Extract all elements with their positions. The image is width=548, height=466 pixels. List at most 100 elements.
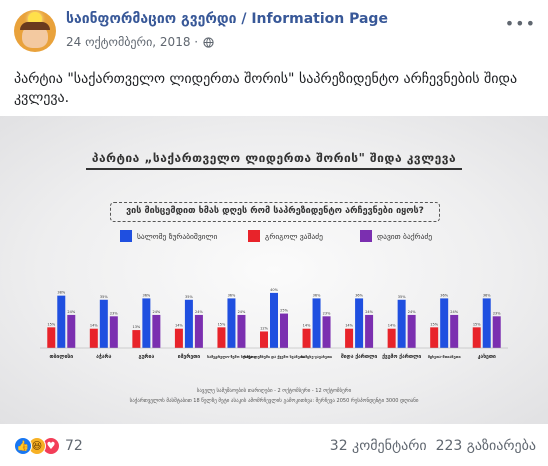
legend-item-vashadze: გრიგოლ ვაშაძე xyxy=(248,230,323,242)
bar-value-label: 15% xyxy=(430,322,438,326)
bar xyxy=(322,316,331,348)
chart-legend: სალომე ზურაბიშვილი გრიგოლ ვაშაძე დავით ბ… xyxy=(0,230,548,246)
like-icon: 👍 xyxy=(14,437,32,455)
bar-value-label: 23% xyxy=(110,311,118,315)
bar-value-label: 25% xyxy=(280,309,288,313)
legend-label: გრიგოლ ვაშაძე xyxy=(265,231,323,241)
bar-value-label: 24% xyxy=(238,310,246,314)
reaction-count: 72 xyxy=(65,438,83,454)
legend-swatch xyxy=(120,230,132,242)
bar-value-label: 36% xyxy=(440,293,448,297)
post-text: პარტია "საქართველო ლიდერთა შორის" საპრეზ… xyxy=(14,71,518,106)
bar xyxy=(492,316,501,348)
bar xyxy=(365,314,374,348)
bar-value-label: 15% xyxy=(473,322,481,326)
bar-value-label: 24% xyxy=(408,310,416,314)
bar-value-label: 24% xyxy=(152,310,160,314)
bar-value-label: 24% xyxy=(67,310,75,314)
bar xyxy=(174,328,183,348)
bar xyxy=(302,328,311,348)
globe-icon[interactable] xyxy=(203,36,214,48)
post-date[interactable]: 24 ოქტომბერი, 2018 · xyxy=(66,35,199,49)
avatar-hair xyxy=(20,22,50,30)
bar-value-label: 14% xyxy=(388,324,396,328)
bar-value-label: 23% xyxy=(493,311,501,315)
bar xyxy=(67,314,76,348)
bar-value-label: 36% xyxy=(483,293,491,297)
bar-value-label: 15% xyxy=(218,322,226,326)
bar xyxy=(450,314,459,348)
bar xyxy=(280,313,288,348)
bar xyxy=(355,298,364,348)
bar xyxy=(217,327,226,348)
category-tick-label: კახეთი xyxy=(478,354,496,360)
more-options-icon[interactable]: ••• xyxy=(504,14,536,33)
reactions-summary[interactable]: 👍 😆 ♥ 72 xyxy=(14,437,83,455)
bar-value-label: 14% xyxy=(90,324,98,328)
bar xyxy=(397,299,406,348)
bar xyxy=(152,314,161,348)
bar-value-label: 36% xyxy=(228,293,236,297)
category-tick-label: თბილისი xyxy=(49,354,73,360)
bar xyxy=(194,314,203,348)
category-tick-label: იმერეთი xyxy=(178,353,200,360)
footnote-dates: საველე სამუშაოების თარიღები - 2 ოქტომბერ… xyxy=(196,388,352,394)
post-footer: 👍 😆 ♥ 72 32 კომენტარი 223 გაზიარება xyxy=(0,424,548,466)
bar-value-label: 40% xyxy=(270,288,278,292)
footnote-sample: საქართველოს მასშტაბით 18 წელზე მეტი ასაკ… xyxy=(129,398,419,404)
shares-link[interactable]: 223 გაზიარება xyxy=(435,438,536,454)
bar xyxy=(260,331,268,348)
survey-question: ვის მისცემდით ხმას დღეს რომ საპრეზიდენტო… xyxy=(110,202,440,222)
bar xyxy=(227,298,236,348)
bar xyxy=(57,295,66,348)
bar-value-label: 14% xyxy=(303,324,311,328)
bar xyxy=(237,314,246,348)
bar-value-label: 24% xyxy=(365,310,373,314)
legend-label: სალომე ზურაბიშვილი xyxy=(137,231,218,241)
bar xyxy=(270,292,278,348)
bar xyxy=(407,314,416,348)
bar-value-label: 35% xyxy=(100,295,108,299)
bar xyxy=(47,327,56,348)
legend-label: დავით ბაქრაძე xyxy=(377,231,433,241)
bar-chart: 15% 38% 24% თბილისი 14% 35% 23% აჭარა 13% 36% 24% გ… xyxy=(40,288,508,360)
bar-value-label: 36% xyxy=(142,293,150,297)
bar-value-label: 38% xyxy=(57,291,65,295)
post-meta: 24 ოქტომბერი, 2018 · xyxy=(66,35,214,49)
bar-value-label: 36% xyxy=(313,293,321,297)
bar-value-label: 12% xyxy=(260,326,268,330)
legend-swatch xyxy=(248,230,260,242)
legend-item-bakradze: დავით ბაქრაძე xyxy=(360,230,432,242)
post-image[interactable]: პარტია „საქართველო ლიდერთა შორის" შიდა კ… xyxy=(0,116,548,424)
bar-value-label: 13% xyxy=(132,325,140,329)
legend-item-zurabishvili: სალომე ზურაბიშვილი xyxy=(120,230,217,242)
bar xyxy=(99,299,108,348)
chart-title: პარტია „საქართველო ლიდერთა შორის" შიდა კ… xyxy=(91,151,457,165)
bar-value-label: 35% xyxy=(398,295,406,299)
category-tick-label: გურია xyxy=(138,353,154,360)
category-tick-label: შიდა ქართლი xyxy=(341,353,377,360)
page-avatar[interactable] xyxy=(14,10,56,52)
bar xyxy=(312,298,321,348)
bar-value-label: 23% xyxy=(323,311,331,315)
bar xyxy=(472,327,481,348)
bar xyxy=(142,298,151,348)
bar xyxy=(430,327,439,348)
category-tick-label: აჭარა xyxy=(96,353,111,360)
bar xyxy=(184,299,193,348)
comments-link[interactable]: 32 კომენტარი xyxy=(329,438,427,454)
bar-value-label: 24% xyxy=(450,310,458,314)
bar xyxy=(89,328,98,348)
title-underline xyxy=(86,168,462,170)
bar-value-label: 14% xyxy=(345,324,353,328)
bar xyxy=(345,328,354,348)
bar-value-label: 15% xyxy=(47,322,55,326)
post-header: საინფორმაციო გვერდი / Information Page 2… xyxy=(0,0,548,62)
category-tick-label: ქვემო ქართლი xyxy=(382,353,421,360)
bar-value-label: 36% xyxy=(355,293,363,297)
bar-value-label: 14% xyxy=(175,324,183,328)
bar xyxy=(482,298,491,348)
category-tick-label: მცხეთა-მთიანეთი xyxy=(428,355,461,359)
bar xyxy=(387,328,396,348)
page-name-link[interactable]: საინფორმაციო გვერდი / Information Page xyxy=(66,11,388,27)
